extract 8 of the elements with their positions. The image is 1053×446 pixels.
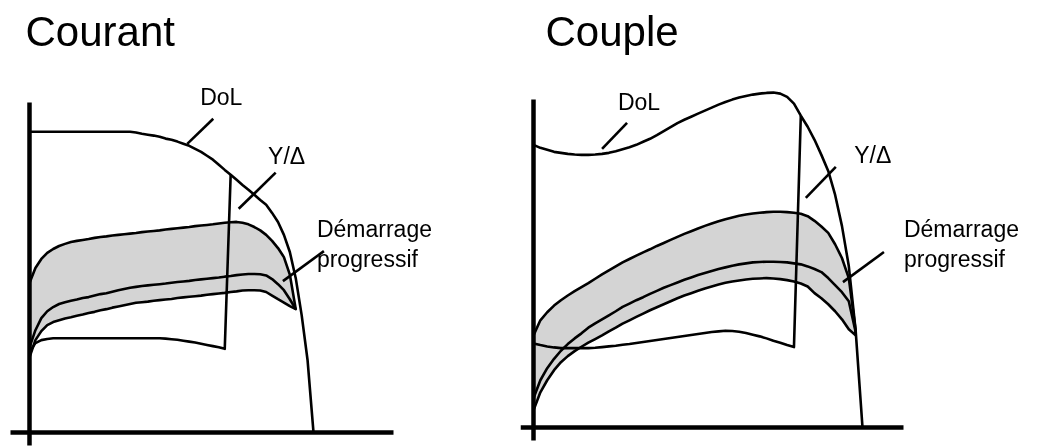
series-label: DoL — [617, 88, 661, 115]
chart-title: Couple — [545, 7, 679, 55]
chart-title: Courant — [25, 7, 176, 55]
series-label: DoL — [200, 83, 243, 110]
text: Y/Δ — [854, 141, 892, 168]
series-label: Démarrage progressif — [316, 216, 432, 273]
text: Démarrage progressif — [903, 216, 1019, 273]
series-label: Y/Δ — [268, 142, 306, 169]
